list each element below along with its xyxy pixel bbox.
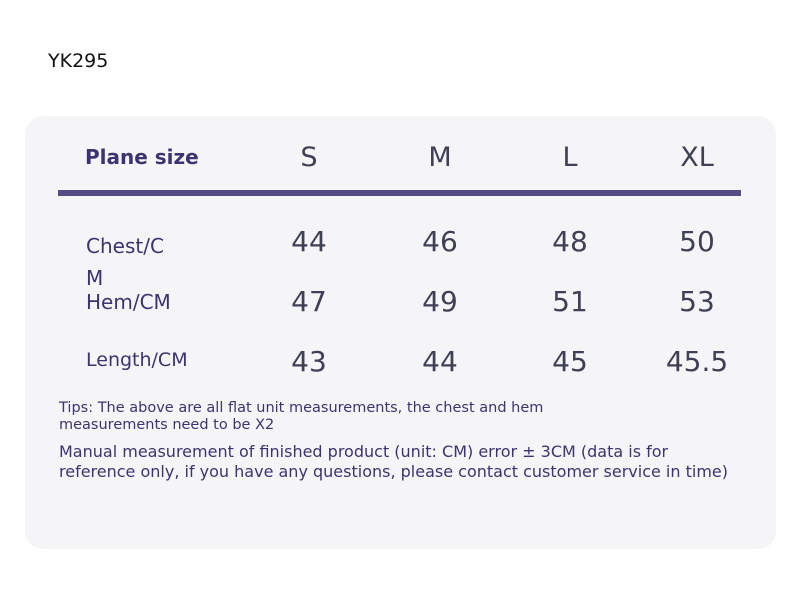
chest-value-l: 48 — [552, 225, 588, 258]
hem-value-l: 51 — [552, 285, 588, 318]
row-label-hem: Hem/CM — [86, 290, 171, 314]
product-code: YK295 — [48, 50, 109, 72]
size-header-l: L — [562, 142, 578, 173]
length-value-l: 45 — [552, 345, 588, 378]
hem-value-m: 49 — [422, 285, 458, 318]
chest-value-xl: 50 — [679, 225, 715, 258]
size-chart-card — [25, 116, 776, 549]
chest-value-s: 44 — [291, 225, 327, 258]
table-title: Plane size — [85, 145, 199, 169]
chest-value-m: 46 — [422, 225, 458, 258]
length-value-m: 44 — [422, 345, 458, 378]
row-label-chest: Chest/C M — [86, 234, 164, 290]
length-value-s: 43 — [291, 345, 327, 378]
size-header-m: M — [428, 142, 452, 173]
length-value-xl: 45.5 — [665, 345, 729, 378]
hem-value-xl: 53 — [679, 285, 715, 318]
hem-value-s: 47 — [291, 285, 327, 318]
size-header-xl: XL — [680, 142, 714, 173]
header-divider — [58, 190, 741, 196]
tips-note: Tips: The above are all flat unit measur… — [59, 400, 544, 433]
row-label-length: Length/CM — [86, 349, 188, 371]
size-header-s: S — [300, 142, 318, 173]
measurement-note: Manual measurement of finished product (… — [59, 442, 728, 481]
